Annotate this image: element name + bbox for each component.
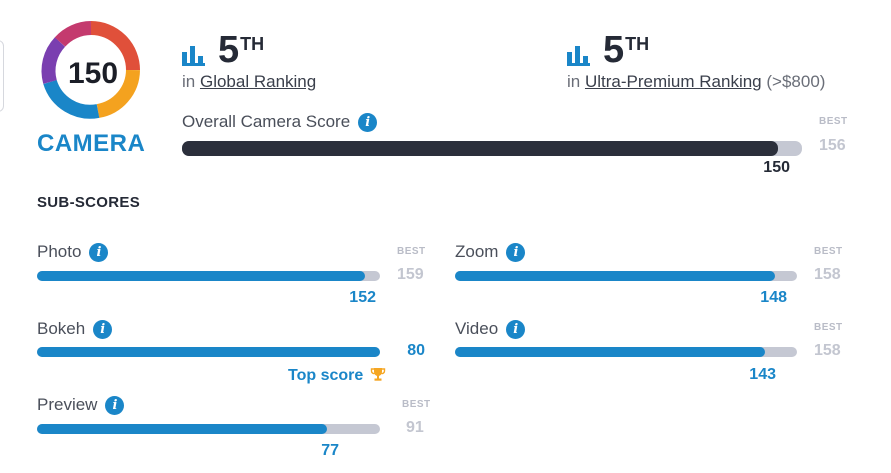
- subscore-zoom-title: Zoom: [455, 242, 499, 261]
- subscore-bokeh-fill: [37, 347, 380, 357]
- global-ranking: 5 TH in Global Ranking: [182, 30, 316, 92]
- subscore-video-title: Video: [455, 319, 499, 338]
- top-score-badge: Top score: [288, 366, 386, 385]
- info-icon[interactable]: i: [506, 320, 526, 340]
- info-icon[interactable]: i: [93, 320, 113, 340]
- subscore-photo-label: Photo i: [37, 242, 109, 263]
- subscore-zoom-label: Zoom i: [455, 242, 526, 263]
- bar-chart-icon: [182, 46, 205, 66]
- subscores-heading: SUB-SCORES: [37, 194, 141, 211]
- subscore-photo-best-tag: BEST: [397, 246, 426, 257]
- global-rank-prefix: in: [182, 72, 196, 91]
- info-icon[interactable]: i: [105, 396, 125, 416]
- subscore-bokeh-bar: [37, 347, 380, 357]
- subscore-preview-label: Preview i: [37, 395, 125, 416]
- premium-price-note: (>$800): [766, 72, 826, 91]
- subscore-preview-fill: [37, 424, 328, 434]
- subscore-video-best: 158: [814, 342, 841, 359]
- overall-score-title: Overall Camera Score: [182, 112, 351, 131]
- subscore-bokeh-title: Bokeh: [37, 319, 86, 338]
- subscore-zoom-bar: [455, 271, 797, 281]
- overall-score-fill: [182, 141, 779, 156]
- premium-ranking: 5 TH in Ultra-Premium Ranking (>$800): [567, 30, 825, 92]
- overall-score-label: Overall Camera Score i: [182, 112, 378, 133]
- premium-ranking-link[interactable]: Ultra-Premium Ranking: [584, 72, 762, 91]
- trophy-icon: [370, 368, 385, 381]
- subscore-photo-best: 159: [397, 266, 424, 283]
- subscore-photo-value: 152: [349, 289, 376, 306]
- subscore-zoom-value: 148: [760, 289, 787, 306]
- info-icon[interactable]: i: [89, 243, 109, 263]
- premium-rank-number: 5: [603, 29, 625, 71]
- subscore-video-bar: [455, 347, 797, 357]
- subscore-photo-title: Photo: [37, 242, 82, 261]
- info-icon[interactable]: i: [506, 243, 526, 263]
- overall-score-bar: [182, 141, 802, 156]
- overall-best-value: 156: [819, 137, 846, 154]
- subscore-bokeh-value: 80: [407, 342, 425, 359]
- subscore-zoom-best: 158: [814, 266, 841, 283]
- global-rank-suffix: TH: [240, 34, 265, 54]
- badge-score: 150: [68, 57, 118, 90]
- camera-score-badge: 150: [41, 21, 140, 119]
- overall-best-tag: BEST: [819, 116, 848, 127]
- premium-rank-prefix: in: [567, 72, 581, 91]
- subscore-video-fill: [455, 347, 765, 357]
- badge-label: CAMERA: [37, 130, 146, 157]
- subscore-preview-value: 77: [321, 442, 339, 459]
- subscore-preview-title: Preview: [37, 395, 98, 414]
- side-panel-edge: [0, 40, 4, 112]
- subscore-zoom-fill: [455, 271, 776, 281]
- subscore-photo-bar: [37, 271, 380, 281]
- subscore-bokeh-label: Bokeh i: [37, 319, 113, 340]
- subscore-video-best-tag: BEST: [814, 322, 843, 333]
- top-score-text: Top score: [288, 367, 364, 384]
- global-rank-number: 5: [218, 29, 240, 71]
- overall-score-value: 150: [763, 159, 790, 176]
- subscore-preview-bar: [37, 424, 380, 434]
- bar-chart-icon: [567, 46, 590, 66]
- subscore-photo-fill: [37, 271, 365, 281]
- subscore-preview-best-tag: BEST: [402, 399, 431, 410]
- info-icon[interactable]: i: [358, 113, 378, 133]
- global-ranking-link[interactable]: Global Ranking: [199, 72, 317, 91]
- subscore-preview-best: 91: [406, 419, 424, 436]
- subscore-video-value: 143: [749, 366, 776, 383]
- subscore-zoom-best-tag: BEST: [814, 246, 843, 257]
- subscore-video-label: Video i: [455, 319, 526, 340]
- premium-rank-suffix: TH: [625, 34, 650, 54]
